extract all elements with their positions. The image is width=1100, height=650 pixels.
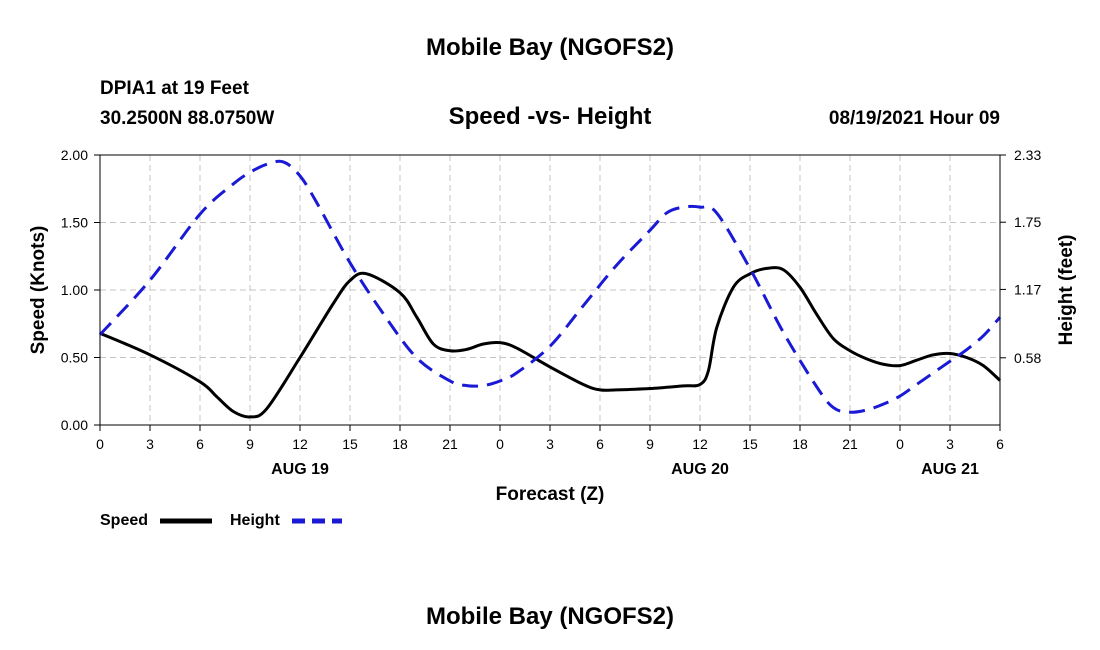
coordinates-label: 30.2500N 88.0750W bbox=[100, 108, 274, 129]
x-tick-label: 0 bbox=[496, 436, 504, 452]
chart-title: Mobile Bay (NGOFS2) bbox=[426, 34, 674, 61]
x-tick-label: 3 bbox=[546, 436, 554, 452]
chart-subtitle: Speed -vs- Height bbox=[449, 103, 652, 130]
station-label: DPIA1 at 19 Feet bbox=[100, 78, 250, 99]
y2-tick-label: 0.58 bbox=[1014, 350, 1041, 366]
x-tick-label: 0 bbox=[96, 436, 104, 452]
datetime-label: 08/19/2021 Hour 09 bbox=[829, 108, 1000, 129]
x-tick-label: 6 bbox=[596, 436, 604, 452]
x-tick-label: 3 bbox=[946, 436, 954, 452]
gridlines bbox=[100, 155, 1000, 425]
x-tick-label: 6 bbox=[196, 436, 204, 452]
y2-tick-label: 2.33 bbox=[1014, 147, 1041, 163]
footer-title: Mobile Bay (NGOFS2) bbox=[426, 603, 674, 630]
x-tick-label: 0 bbox=[896, 436, 904, 452]
y2-tick-label: 1.17 bbox=[1014, 281, 1041, 297]
x-tick-label: 9 bbox=[246, 436, 254, 452]
y-tick-label: 0.50 bbox=[61, 350, 88, 366]
x-tick-label: 3 bbox=[146, 436, 154, 452]
axes: 0 3 6 9 12 15 18 21 0 3 6 9 12 15 18 21 0 3 6 0.00 0.50 1.00 1… bbox=[61, 147, 1042, 478]
x-tick-label: 12 bbox=[292, 436, 308, 452]
x-tick-label: 9 bbox=[646, 436, 654, 452]
y-tick-label: 1.50 bbox=[61, 215, 88, 231]
series-line-height bbox=[98, 159, 1002, 414]
x-tick-label: 18 bbox=[792, 436, 808, 452]
date-label: AUG 20 bbox=[671, 461, 729, 478]
y-tick-label: 0.00 bbox=[61, 417, 88, 433]
x-tick-label: 21 bbox=[842, 436, 858, 452]
legend-label-height: Height bbox=[230, 512, 280, 529]
x-tick-label: 12 bbox=[692, 436, 708, 452]
x-axis-label: Forecast (Z) bbox=[496, 484, 605, 505]
x-tick-label: 15 bbox=[342, 436, 358, 452]
x-tick-label: 21 bbox=[442, 436, 458, 452]
y2-tick-label: 1.75 bbox=[1014, 214, 1041, 230]
x-tick-label: 15 bbox=[742, 436, 758, 452]
date-label: AUG 19 bbox=[271, 461, 329, 478]
x-tick-label: 6 bbox=[996, 436, 1004, 452]
date-label: AUG 21 bbox=[921, 461, 979, 478]
series-line-speed bbox=[99, 266, 1002, 419]
x-tick-label: 18 bbox=[392, 436, 408, 452]
series-layer bbox=[98, 159, 1002, 419]
legend-label-speed: Speed bbox=[100, 512, 148, 529]
y-axis-label: Speed (Knots) bbox=[28, 226, 49, 355]
y-tick-label: 2.00 bbox=[61, 147, 88, 163]
y2-axis-label: Height (feet) bbox=[1056, 235, 1077, 346]
y-tick-label: 1.00 bbox=[61, 282, 88, 298]
legend: Speed Height bbox=[100, 512, 342, 529]
